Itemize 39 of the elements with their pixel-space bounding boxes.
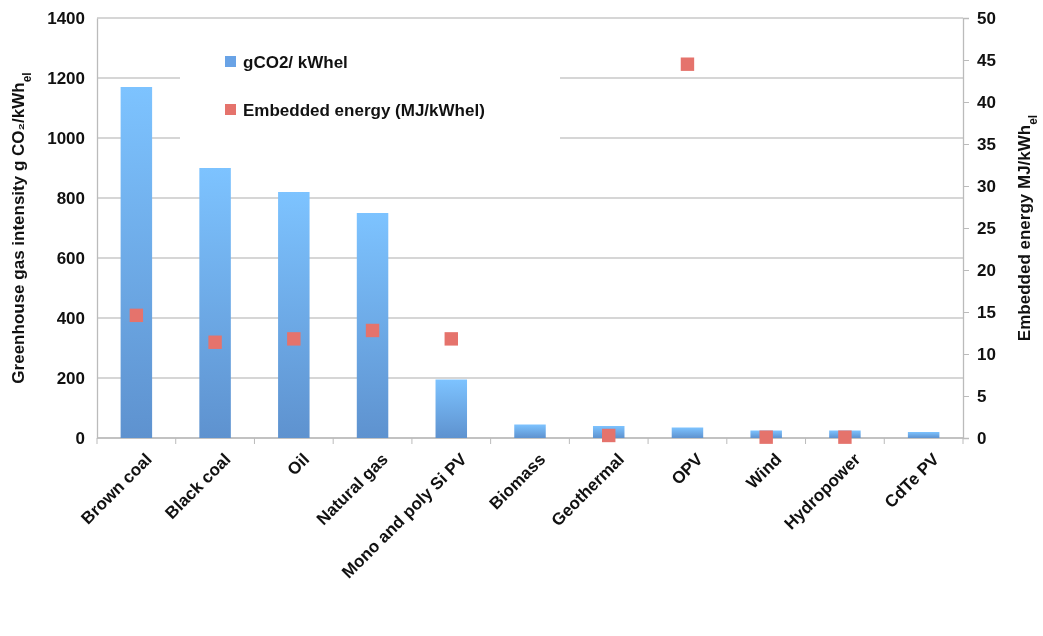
y-tick-label: 1200 — [47, 68, 85, 88]
y2-tick-label: 0 — [977, 428, 987, 448]
y-tick-label: 400 — [56, 308, 85, 328]
y2-tick-label: 50 — [977, 8, 996, 28]
point — [129, 308, 144, 323]
point — [602, 428, 616, 443]
y-tick-label: 600 — [56, 248, 85, 268]
bar — [435, 379, 468, 438]
point — [365, 323, 380, 338]
bar — [278, 192, 310, 438]
bar — [120, 87, 153, 438]
y2-tick-label: 15 — [977, 302, 996, 322]
y2-tick-label: 45 — [977, 50, 996, 70]
point — [759, 430, 773, 444]
y2-tick-label: 35 — [977, 134, 996, 154]
point — [208, 335, 222, 349]
point — [444, 332, 458, 346]
y2-tick-label: 25 — [977, 218, 996, 238]
y-tick-label: 1000 — [47, 128, 85, 148]
bar — [514, 424, 546, 438]
point — [680, 57, 695, 71]
y-tick-label: 800 — [56, 188, 85, 208]
y2-tick-label: 30 — [977, 176, 996, 196]
y2-tick-label: 10 — [977, 344, 996, 364]
point — [838, 430, 852, 444]
bar — [907, 432, 940, 438]
y2-tick-label: 5 — [977, 386, 987, 406]
legend-label: gCO2/ kWhel — [243, 53, 348, 72]
y-tick-label: 1400 — [47, 8, 85, 28]
y2-tick-label: 40 — [977, 92, 996, 112]
legend-label: Embedded energy (MJ/kWhel) — [243, 101, 485, 120]
bar — [356, 213, 389, 438]
bar — [199, 168, 231, 438]
x-tick-label: Oil — [283, 449, 314, 480]
bar — [671, 427, 704, 438]
y-tick-label: 0 — [75, 428, 85, 448]
y2-tick-label: 20 — [977, 260, 996, 280]
y-tick-label: 200 — [56, 368, 85, 388]
point — [287, 332, 301, 346]
